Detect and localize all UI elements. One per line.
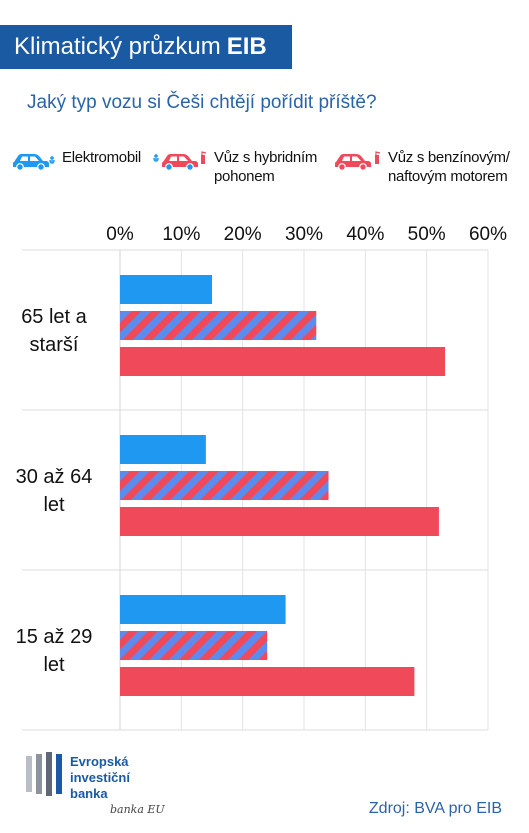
logo-line-1: Evropská: [70, 754, 129, 769]
combustion-car-icon: [335, 151, 381, 171]
eib-logo-mark: [26, 752, 62, 796]
eib-logo: Evropská investiční banka banka EU: [24, 752, 184, 822]
title-bold: EIB: [226, 33, 267, 60]
x-tick-label: 60%: [469, 224, 507, 245]
logo-line-2: investiční: [70, 770, 130, 785]
legend-item-combustion: Vůz s benzínovým/ naftovým motorem: [332, 148, 528, 186]
legend-item-electric: Elektromobil: [8, 148, 141, 172]
x-tick-label: 50%: [408, 224, 446, 245]
x-tick-label: 30%: [285, 224, 323, 245]
category-label: 65 let a starší: [21, 306, 87, 356]
x-tick-label: 0%: [106, 224, 134, 245]
chart-question: Jaký typ vozu si Češi chtějí pořídit pří…: [27, 92, 377, 113]
bar: [120, 595, 286, 624]
title-bar: Klimatický průzkum EIB: [0, 25, 292, 69]
eib-logo-text: Evropská investiční banka: [70, 754, 130, 802]
bar: [120, 311, 317, 340]
bar: [120, 631, 268, 660]
x-tick-label: 10%: [162, 224, 200, 245]
legend: Elektromobil Vůz s hybridním pohonem Vůz…: [0, 148, 529, 198]
bar: [120, 507, 439, 536]
legend-label-combustion: Vůz s benzínovým/ naftovým motorem: [388, 149, 510, 185]
logo-signature: banka EU: [110, 803, 165, 816]
bar: [120, 275, 212, 304]
legend-label-electric: Elektromobil: [62, 149, 141, 166]
title-text: Klimatický průzkum: [14, 33, 221, 60]
bar: [120, 667, 415, 696]
bar: [120, 435, 206, 464]
category-label: 30 až 64 let: [16, 466, 93, 516]
legend-label-hybrid: Vůz s hybridním pohonem: [214, 149, 318, 185]
x-tick-label: 40%: [346, 224, 384, 245]
electric-car-icon: [13, 154, 55, 171]
x-tick-label: 20%: [224, 224, 262, 245]
category-label: 15 až 29 let: [16, 626, 93, 676]
bar: [120, 347, 446, 376]
legend-item-hybrid: Vůz s hybridním pohonem: [152, 148, 330, 186]
logo-line-3: banka: [70, 786, 108, 801]
hybrid-car-icon: [153, 151, 207, 171]
bar-chart: 0% 10% 20% 30% 40% 50% 60% 65 let a starší 30 až…: [16, 224, 507, 731]
source-note: Zdroj: BVA pro EIB: [368, 800, 502, 817]
bar: [120, 471, 329, 500]
